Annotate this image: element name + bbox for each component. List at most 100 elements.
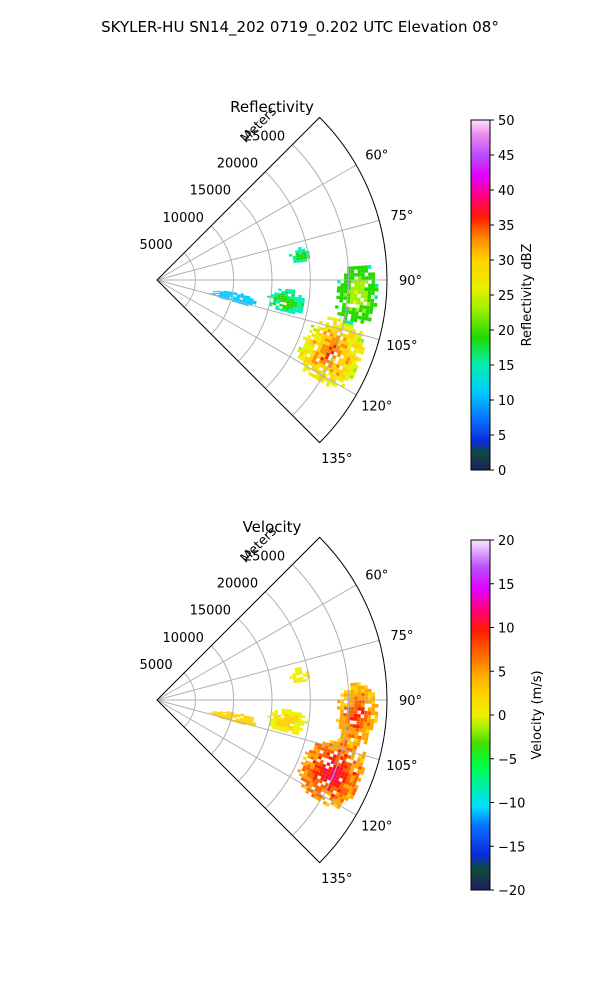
echo-cell xyxy=(276,299,281,302)
echo-cell xyxy=(368,283,372,288)
echo-cell xyxy=(337,700,341,704)
echo-cell xyxy=(300,722,305,726)
echo-cell xyxy=(370,302,374,307)
echo-cell xyxy=(294,714,299,718)
echo-cell xyxy=(320,327,325,331)
echo-cell xyxy=(330,760,335,765)
echo-cell xyxy=(368,696,372,700)
echo-cell xyxy=(215,713,220,716)
echo-cell xyxy=(336,289,341,293)
echo-cell xyxy=(315,778,320,783)
echo-cell xyxy=(349,716,354,721)
echo-cell xyxy=(317,755,322,760)
echo-cell xyxy=(367,718,371,723)
echo-cell xyxy=(297,719,302,723)
range-tick-label: 20000 xyxy=(217,157,258,172)
echo-cell xyxy=(357,696,362,700)
echo-cell xyxy=(329,333,334,338)
echo-cell xyxy=(353,710,358,714)
echo-cell xyxy=(292,677,297,681)
echo-cell xyxy=(357,283,362,288)
echo-cell xyxy=(375,703,379,708)
echo-cell xyxy=(309,338,314,343)
echo-cell xyxy=(325,755,330,759)
echo-cell xyxy=(359,762,364,767)
echo-cell xyxy=(344,703,348,707)
echo-cell xyxy=(355,772,360,778)
echo-cell xyxy=(361,692,365,697)
echo-cell xyxy=(304,760,310,765)
echo-cell xyxy=(240,294,244,297)
echo-cell xyxy=(353,348,358,353)
echo-cell xyxy=(325,802,331,808)
echo-cell xyxy=(353,738,358,743)
echo-cell xyxy=(339,716,344,720)
echo-cell xyxy=(356,769,362,774)
echo-cell xyxy=(312,356,317,361)
echo-cell xyxy=(354,784,359,790)
echo-cell xyxy=(349,723,353,728)
figure-title: SKYLER-HU SN14_202 0719_0.202 UTC Elevat… xyxy=(101,18,499,37)
echo-cell xyxy=(284,309,289,313)
azimuth-spoke xyxy=(156,699,357,816)
echo-cell xyxy=(332,782,337,787)
echo-cell xyxy=(284,729,289,733)
echo-cell xyxy=(323,358,328,363)
echo-cell xyxy=(347,706,351,711)
echo-cell xyxy=(347,280,351,284)
echo-cell xyxy=(338,357,343,363)
echo-cell xyxy=(355,724,360,729)
echo-cell xyxy=(350,713,354,718)
echo-cell xyxy=(343,289,348,294)
echo-cell xyxy=(330,785,336,791)
echo-cell xyxy=(374,711,379,716)
echo-cell xyxy=(357,315,362,320)
echo-cell xyxy=(340,703,344,707)
echo-cell xyxy=(279,723,284,727)
echo-cell xyxy=(298,251,303,255)
echo-cell xyxy=(308,749,313,754)
echo-cell xyxy=(349,794,355,800)
echo-cell xyxy=(353,356,359,361)
echo-cell xyxy=(291,714,295,717)
echo-cell xyxy=(350,293,354,298)
echo-cell xyxy=(316,338,321,343)
echo-cell xyxy=(212,712,216,715)
echo-cell xyxy=(242,299,247,303)
echo-cell xyxy=(291,311,296,315)
echo-cell xyxy=(341,366,347,372)
echo-cell xyxy=(362,305,367,310)
echo-cell xyxy=(304,776,310,781)
echo-cell xyxy=(367,291,372,295)
echo-cell xyxy=(352,779,358,785)
echo-cell xyxy=(287,298,291,302)
echo-cell xyxy=(355,308,360,312)
echo-cell xyxy=(357,714,361,718)
echo-cell xyxy=(336,706,341,710)
echo-cell xyxy=(352,741,357,746)
echo-cell xyxy=(240,714,244,717)
echo-cell xyxy=(332,754,337,759)
echo-cell xyxy=(350,314,355,319)
echo-cell xyxy=(347,276,351,280)
echo-cell xyxy=(366,305,371,310)
echo-cell xyxy=(308,329,313,334)
echo-cell xyxy=(350,686,355,690)
echo-cell xyxy=(320,346,326,351)
echo-cell xyxy=(367,298,371,303)
echo-cell xyxy=(292,673,296,677)
echo-cell xyxy=(252,302,257,305)
azimuth-spoke xyxy=(156,639,380,701)
echo-cell xyxy=(357,345,363,351)
echo-cell xyxy=(232,296,237,299)
echo-cell xyxy=(362,308,367,313)
echo-cell xyxy=(212,290,217,293)
echo-cell xyxy=(289,303,294,307)
echo-cell xyxy=(342,337,347,342)
echo-cell xyxy=(364,294,368,299)
echo-cell xyxy=(355,761,361,766)
echo-cell xyxy=(348,727,353,731)
echo-cell xyxy=(249,301,253,304)
echo-cell xyxy=(343,764,348,770)
echo-cell xyxy=(308,777,313,782)
